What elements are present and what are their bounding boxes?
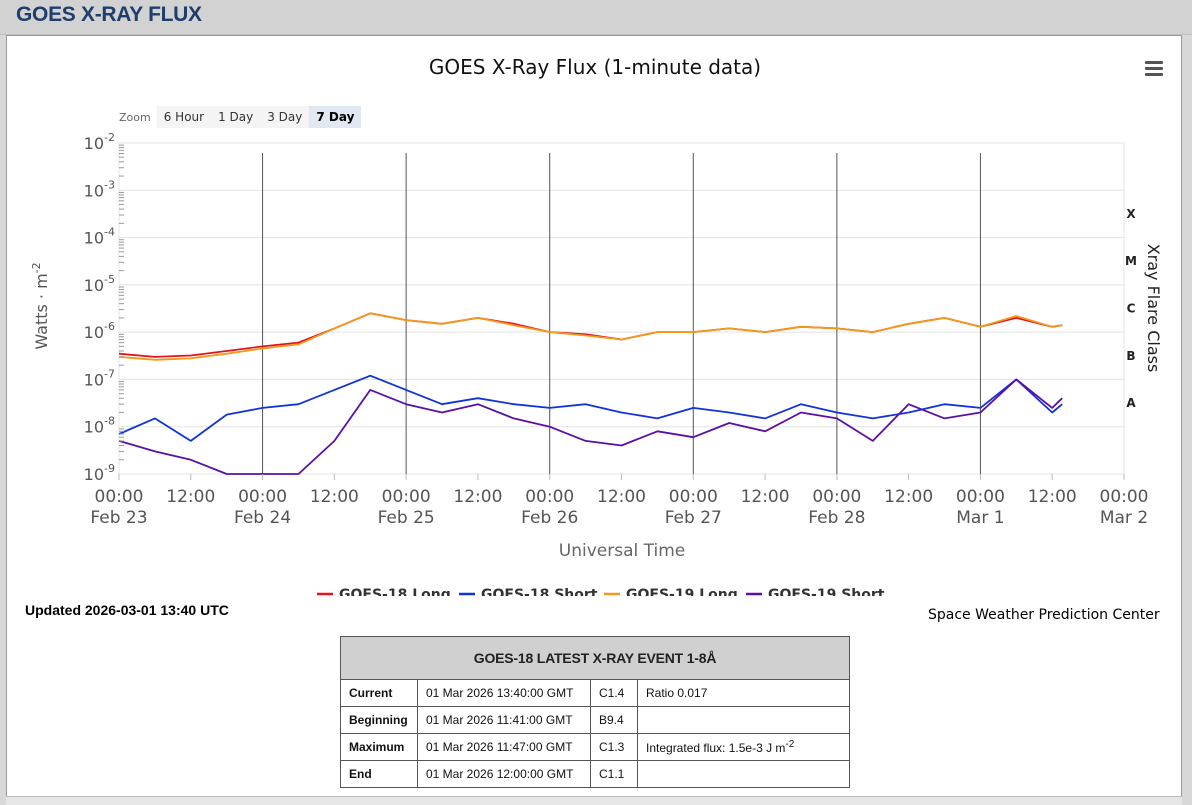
y-tick-label: 10-5 [84,273,115,295]
event-row-time: 01 Mar 2026 12:00:00 GMT [417,760,591,788]
x-tick-label: 00:00 [1100,487,1149,507]
y-tick-label: 10-8 [84,415,115,437]
series-line-goes-19-short [118,378,1063,475]
chart-series [118,312,1063,475]
event-row-time: 01 Mar 2026 11:41:00 GMT [417,706,591,734]
event-table-title: GOES-18 LATEST X-RAY EVENT 1-8Å [340,636,850,680]
x-tick-label: 12:00 [884,487,933,507]
zoom-label: Zoom [119,110,151,124]
x-tick-label: 00:00 [95,487,144,507]
x-tick-label: 00:00 [238,487,287,507]
x-tick-label: 12:00 [310,487,359,507]
x-tick-date-label: Mar 2 [1100,508,1148,528]
y-axis-label-text: Watts · m [32,273,51,349]
event-row-note [637,706,850,734]
event-row-time: 01 Mar 2026 11:47:00 GMT [417,733,591,761]
y-tick-label: 10-2 [84,131,115,153]
x-axis-label: Universal Time [559,541,685,561]
legend-item-label[interactable]: GOES-19 Short [768,587,885,596]
flare-class-axis-label: Xray Flare Class [1144,244,1163,373]
x-tick-date-label: Feb 28 [808,508,865,528]
zoom-1-day-button[interactable]: 1 Day [211,106,261,128]
table-row: End 01 Mar 2026 12:00:00 GMT C1.1 [340,760,850,788]
chart-grid [118,142,1125,475]
event-row-class: B9.4 [590,706,638,734]
flare-class-label: C [1127,302,1136,316]
chart-legend: GOES-18 Long GOES-18 Short GOES-19 Long GOE… [317,587,885,596]
flare-class-label: X [1126,207,1136,221]
flare-class-label: A [1126,396,1136,410]
x-tick-date-label: Feb 23 [90,508,147,528]
legend-item-label[interactable]: GOES-18 Short [481,587,598,596]
x-tick-label: 00:00 [812,487,861,507]
event-row-class: C1.3 [590,733,638,761]
y-tick-label: 10-9 [84,462,115,484]
page-header: GOES X-RAY FLUX [0,0,1192,35]
x-tick-date-label: Feb 24 [234,508,291,528]
zoom-7-day-button[interactable]: 7 Day [309,106,362,128]
flare-class-label: M [1125,254,1137,268]
updated-timestamp: Updated 2026-03-01 13:40 UTC [25,602,229,618]
xray-flux-chart: GOES X-Ray Flux (1-minute data) 10-2 10-3… [30,55,1163,596]
table-row: Current 01 Mar 2026 13:40:00 GMT C1.4 Ra… [340,679,850,707]
series-line-goes-19-long [118,312,1063,361]
x-tick-label: 00:00 [669,487,718,507]
event-row-time: 01 Mar 2026 13:40:00 GMT [417,679,591,707]
y-tick-label: 10-4 [84,226,115,248]
event-row-note [637,760,850,788]
flare-class-label: B [1126,349,1135,363]
integrated-flux-exponent: -2 [785,739,795,750]
legend-item-label[interactable]: GOES-18 Long [339,587,451,596]
event-row-class: C1.4 [590,679,638,707]
legend-item-label[interactable]: GOES-19 Long [626,587,738,596]
x-tick-date-label: Feb 25 [378,508,435,528]
day-dividers [262,153,981,474]
x-tick-label: 00:00 [382,487,431,507]
zoom-6-hour-button[interactable]: 6 Hour [156,106,212,128]
y-tick-label: 10-3 [84,178,115,200]
zoom-controls: Zoom 6 Hour 1 Day 3 Day 7 Day [119,105,362,129]
table-row: Beginning 01 Mar 2026 11:41:00 GMT B9.4 [340,706,850,734]
series-line-goes-18-long [118,312,1063,358]
x-tick-date-label: Feb 27 [665,508,722,528]
event-row-class: C1.1 [590,760,638,788]
x-tick-label: 00:00 [956,487,1005,507]
zoom-3-day-button[interactable]: 3 Day [260,106,310,128]
latest-xray-event-table: GOES-18 LATEST X-RAY EVENT 1-8Å Current … [340,636,850,788]
y-axis-label: Watts · m-2 [30,262,51,349]
x-tick-label: 00:00 [525,487,574,507]
chart-axes: 10-2 10-3 10-4 10-5 10-6 10-7 10-8 10-9 X M C B A 00:… [84,131,1149,528]
page-title: GOES X-RAY FLUX [16,3,202,26]
event-row-label: Beginning [340,706,418,734]
event-row-label: End [340,760,418,788]
event-row-label: Maximum [340,733,418,761]
x-tick-label: 12:00 [741,487,790,507]
chart-panel: GOES X-Ray Flux (1-minute data) 10-2 10-3… [6,35,1182,804]
credit-text: Space Weather Prediction Center [928,607,1160,623]
event-row-note: Integrated flux: 1.5e-3 J m-2 [637,733,850,761]
chart-title: GOES X-Ray Flux (1-minute data) [429,55,761,79]
y-tick-label: 10-7 [84,367,115,389]
x-tick-label: 12:00 [597,487,646,507]
x-tick-label: 12:00 [166,487,215,507]
hamburger-menu-icon[interactable] [1145,61,1163,77]
plot-area [118,142,1125,475]
y-tick-label: 10-6 [84,320,115,342]
series-line-goes-18-short [118,374,1063,442]
integrated-flux-text: Integrated flux: 1.5e-3 J m [646,741,786,755]
x-tick-label: 12:00 [1028,487,1077,507]
bottom-panel-edge [6,796,1182,805]
event-row-label: Current [340,679,418,707]
x-tick-label: 12:00 [453,487,502,507]
x-tick-date-label: Mar 1 [956,508,1004,528]
table-row: Maximum 01 Mar 2026 11:47:00 GMT C1.3 In… [340,733,850,761]
y-axis-label-exponent: -2 [30,262,43,273]
x-tick-date-label: Feb 26 [521,508,578,528]
event-row-note: Ratio 0.017 [637,679,850,707]
